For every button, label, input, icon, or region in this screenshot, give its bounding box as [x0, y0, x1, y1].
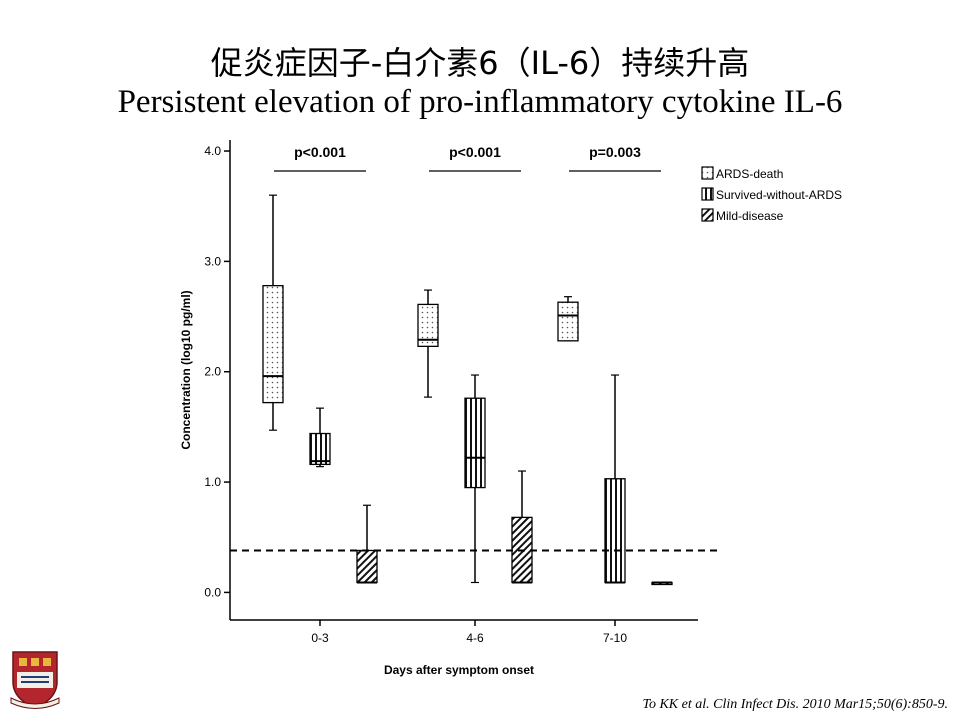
- box-body: [262, 285, 284, 404]
- box-body: [604, 478, 626, 584]
- box-ards-death-0-3: [262, 194, 284, 431]
- x-tick-label: 4-6: [466, 631, 484, 645]
- boxes: [262, 194, 673, 586]
- y-tick-label: 2.0: [204, 365, 221, 379]
- y-tick-label: 0.0: [204, 585, 221, 599]
- legend: ARDS-death Survived-without-ARDS Mild-dise…: [701, 166, 842, 223]
- legend-swatch: [701, 166, 714, 180]
- box-body: [417, 303, 439, 347]
- box-ards-death-4-6: [417, 289, 439, 398]
- university-crest-logo: [10, 651, 60, 709]
- x-axis-label: Days after symptom onset: [384, 663, 534, 677]
- axes: 0.0 1.0 2.0 3.0 4.0 0-3 4-6 7-10 Days after symp…: [179, 140, 698, 677]
- box-body: [464, 397, 486, 489]
- legend-label: Survived-without-ARDS: [716, 188, 842, 202]
- y-tick-label: 3.0: [204, 254, 221, 268]
- box-ards-death-7-10: [557, 296, 579, 342]
- box-plot-chart: 0.0 1.0 2.0 3.0 4.0 0-3 4-6 7-10 Days after symp…: [179, 140, 842, 677]
- y-tick-label: 4.0: [204, 144, 221, 158]
- y-tick-label: 1.0: [204, 475, 221, 489]
- x-tick-label: 0-3: [311, 631, 329, 645]
- pvalue-label: p=0.003: [589, 144, 641, 160]
- box-survived-without-ards-0-3: [309, 407, 331, 468]
- box-body: [309, 432, 331, 466]
- legend-swatch: [701, 187, 714, 201]
- box-body: [356, 549, 378, 584]
- slide-title-english: Persistent elevation of pro-inflammatory…: [117, 84, 843, 120]
- pvalue-label: p<0.001: [449, 144, 501, 160]
- citation-text: To KK et al. Clin Infect Dis. 2010 Mar15…: [642, 697, 948, 712]
- box-mild-disease-4-6: [511, 470, 533, 584]
- y-axis-label: Concentration (log10 pg/ml): [179, 290, 193, 449]
- box-survived-without-ards-7-10: [604, 374, 626, 584]
- box-mild-disease-0-3: [356, 504, 378, 584]
- pvalue-label: p<0.001: [294, 144, 346, 160]
- box-mild-disease-7-10: [651, 581, 673, 586]
- legend-swatch: [701, 208, 714, 222]
- x-tick-label: 7-10: [603, 631, 627, 645]
- slide-title-chinese: 促炎症因子-白介素6（IL-6）持续升高: [210, 44, 750, 82]
- annotations: p<0.001 p<0.001 p=0.003: [230, 144, 718, 552]
- legend-label: ARDS-death: [716, 167, 783, 181]
- legend-label: Mild-disease: [716, 209, 784, 223]
- box-survived-without-ards-4-6: [464, 374, 486, 584]
- box-body: [557, 301, 579, 342]
